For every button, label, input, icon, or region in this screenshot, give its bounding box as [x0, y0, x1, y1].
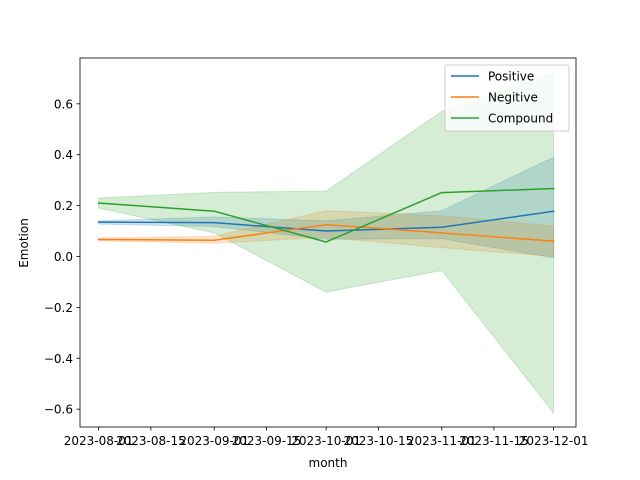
legend-box — [444, 64, 570, 132]
y-tick-label: 0.0 — [54, 250, 73, 264]
y-tick-label: −0.6 — [44, 403, 73, 417]
x-tick-label: 2023-09-15 — [232, 434, 302, 448]
x-tick-label: 2023-08-15 — [116, 434, 186, 448]
line-compound — [97, 187, 555, 243]
y-tick-label: −0.2 — [44, 301, 73, 315]
x-axis-ticks: 2023-08-012023-08-152023-09-012023-09-15… — [64, 427, 589, 448]
x-tick-label: 2023-11-15 — [459, 434, 529, 448]
y-tick-label: 0.2 — [54, 199, 73, 213]
x-tick-label: 2023-10-01 — [291, 434, 361, 448]
band-negitive — [98, 210, 555, 258]
line-negitive — [97, 223, 555, 243]
x-tick-label: 2023-11-01 — [407, 434, 477, 448]
y-axis-label: Emotion — [17, 218, 31, 268]
legend: Positive Negitive Compound — [444, 64, 570, 132]
x-tick-label: 2023-12-01 — [519, 434, 589, 448]
y-tick-label: −0.4 — [44, 352, 73, 366]
legend-label-positive: Positive — [488, 70, 534, 84]
series-lines — [97, 187, 555, 243]
y-tick-label: 0.4 — [54, 148, 73, 162]
y-tick-label: 0.6 — [54, 97, 73, 111]
legend-label-negitive: Negitive — [488, 91, 538, 105]
legend-label-compound: Compound — [488, 112, 553, 126]
x-axis-label: month — [309, 456, 348, 470]
band-compound — [98, 72, 555, 415]
x-tick-label: 2023-08-01 — [64, 434, 134, 448]
line-positive — [97, 210, 555, 232]
x-tick-label: 2023-10-15 — [343, 434, 413, 448]
y-axis-ticks: −0.6 −0.4 −0.2 0.0 0.2 0.4 0.6 — [44, 97, 80, 417]
x-tick-label: 2023-09-01 — [179, 434, 249, 448]
plot-frame — [79, 57, 577, 428]
